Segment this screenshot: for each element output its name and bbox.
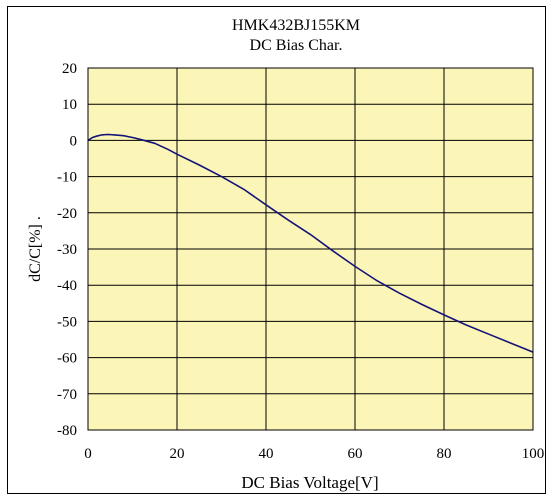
chart-subtitle: DC Bias Char. [250, 37, 343, 54]
y-tick-label: 20 [62, 61, 77, 77]
plot-border [87, 67, 534, 431]
y-tick-label: 10 [62, 97, 77, 113]
y-tick-label: -60 [57, 351, 77, 367]
chart-title: HMK432BJ155KM [232, 17, 360, 34]
y-tick-label: -10 [57, 170, 77, 186]
y-tick-label: -80 [57, 423, 77, 439]
y-tick-label: -50 [57, 314, 77, 330]
y-tick-label: -30 [57, 242, 77, 258]
y-tick-label: 0 [70, 133, 78, 149]
x-tick-label: 20 [170, 446, 185, 462]
y-tick-labels: 20 10 0 -10 -20 -30 -40 -50 -60 -70 -80 [57, 61, 77, 439]
y-tick-label: -40 [57, 278, 77, 294]
x-tick-label: 60 [348, 446, 363, 462]
x-tick-label: 0 [84, 446, 92, 462]
x-axis-label: DC Bias Voltage[V] [241, 473, 378, 492]
y-tick-label: -20 [57, 206, 77, 222]
y-axis-label: dC/C[%] . [27, 216, 44, 282]
x-tick-label: 40 [259, 446, 274, 462]
x-tick-label: 100 [522, 446, 545, 462]
x-tick-labels: 0 20 40 60 80 100 [84, 446, 544, 462]
series-line [87, 133, 534, 353]
x-tick-label: 80 [437, 446, 452, 462]
series-layer [87, 133, 534, 353]
y-tick-label: -70 [57, 387, 77, 403]
